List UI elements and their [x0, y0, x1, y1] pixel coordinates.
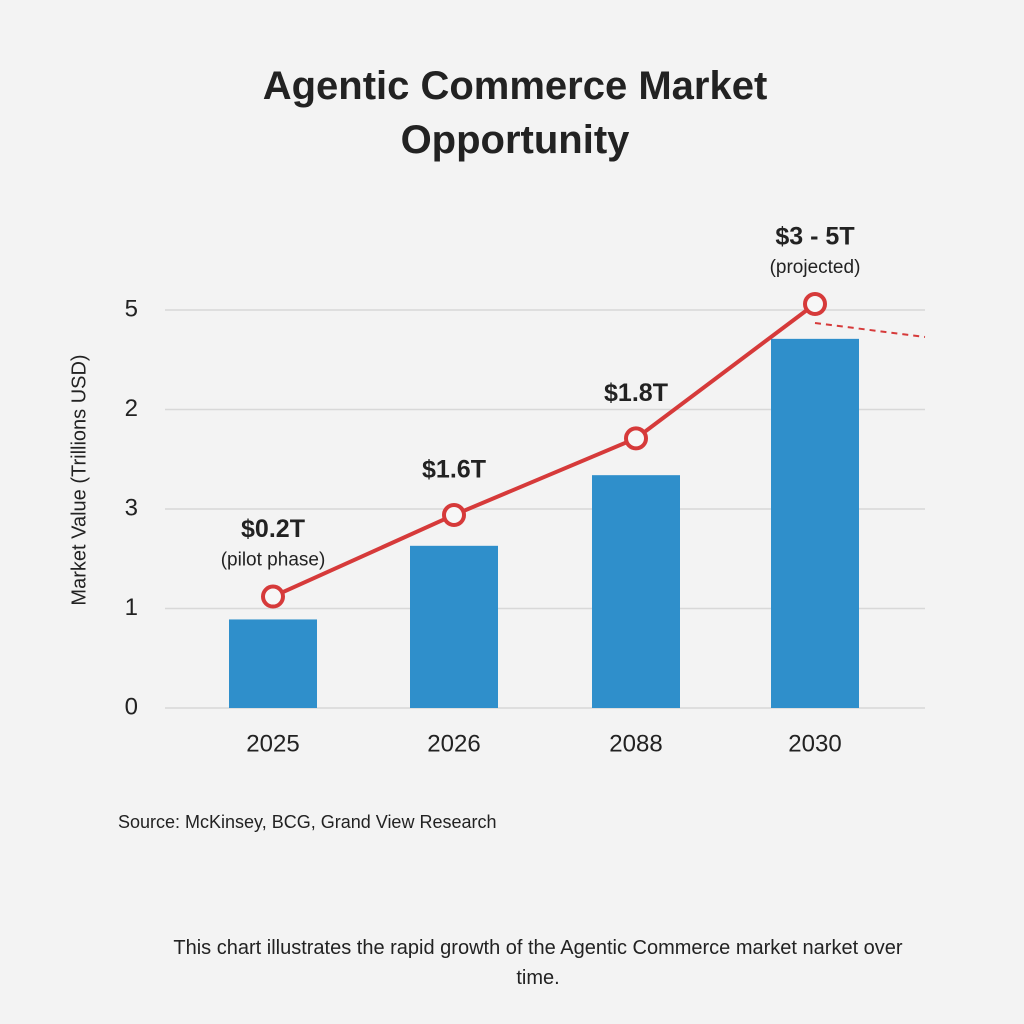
annotation: $3 - 5T: [775, 223, 854, 251]
line: [272, 302, 817, 599]
source: Source: McKinsey, BCG, Grand View Resear…: [118, 812, 496, 832]
y-axis-label: Market Value (Trillions USD): [68, 354, 90, 605]
y-tick-label: 0: [125, 693, 138, 720]
x-tick-label: 2088: [609, 730, 662, 757]
bar: [592, 475, 680, 708]
annotation: $0.2T: [241, 515, 305, 543]
y-tick-label: 1: [125, 594, 138, 621]
point: [442, 502, 466, 527]
annotation-note: (projected): [770, 257, 861, 278]
chart-title: Agentic Commerce Market Opportunity: [263, 64, 768, 162]
annotation: $1.6T: [422, 456, 486, 484]
point: [261, 584, 285, 609]
caption: This chart illustrates the rapid growth …: [173, 937, 903, 989]
annotation: $1.8T: [604, 379, 668, 407]
x-tick-label: 2025: [246, 730, 299, 757]
trend-extension: [814, 322, 926, 338]
bar: [410, 545, 498, 708]
bar: [771, 338, 859, 708]
point: [624, 426, 648, 451]
x-tick-label: 2026: [427, 730, 480, 757]
y-tick-label: 3: [125, 494, 138, 521]
point: [803, 292, 827, 317]
y-tick-label: 5: [125, 295, 138, 322]
bar: [229, 619, 317, 708]
x-tick-label: 2030: [788, 730, 841, 757]
annotation-note: (pilot phase): [221, 550, 326, 571]
y-tick-label: 2: [125, 395, 138, 422]
